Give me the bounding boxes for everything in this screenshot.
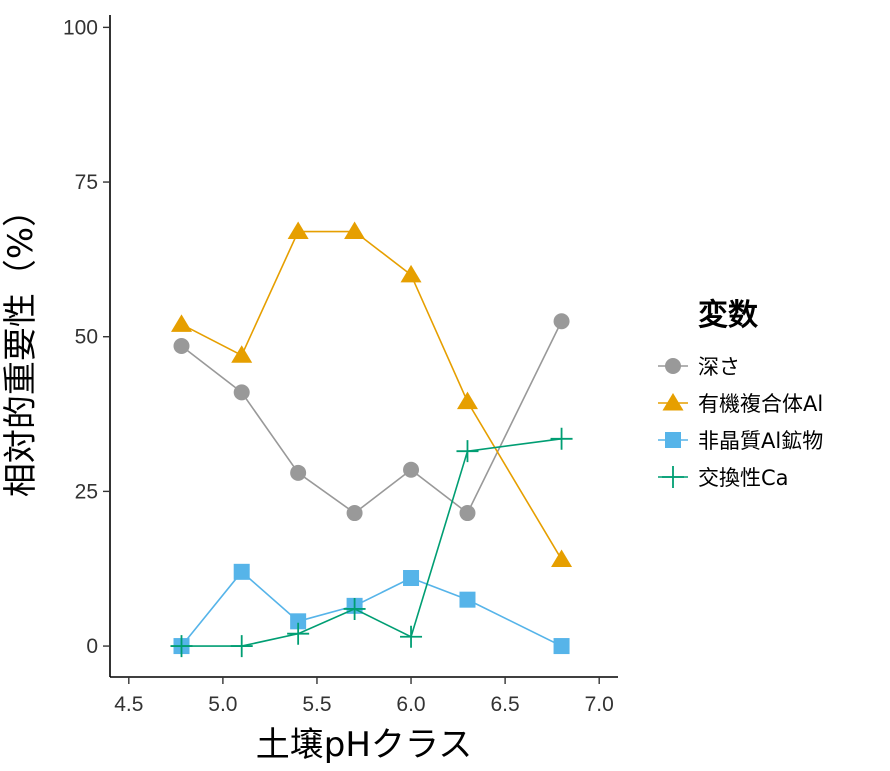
legend-label: 交換性Ca <box>698 466 789 490</box>
data-point <box>400 264 422 283</box>
series-2 <box>170 221 573 567</box>
data-point <box>233 563 250 580</box>
data-point <box>456 391 478 410</box>
series-layer <box>170 221 573 658</box>
x-axis-title: 土壌pHクラス <box>256 725 472 765</box>
legend-key-marker <box>662 466 684 488</box>
y-axis-title: 相対的重要性（%） <box>1 193 41 497</box>
data-point <box>346 505 363 522</box>
data-point <box>231 345 253 363</box>
series-4 <box>170 427 573 658</box>
data-point <box>343 597 366 620</box>
legend-item: 非晶質Al鉱物 <box>658 429 823 453</box>
series-line <box>181 438 562 647</box>
x-axis-ticks: 4.5 5.0 5.5 6.0 6.5 7.0 <box>114 677 614 716</box>
legend-label: 深さ <box>698 355 740 379</box>
y-tick-label: 75 <box>75 171 98 194</box>
series-line <box>181 320 563 515</box>
data-point <box>400 625 423 648</box>
data-point <box>403 570 420 587</box>
data-point <box>550 427 573 450</box>
data-point <box>290 464 307 481</box>
data-point <box>290 613 307 630</box>
x-tick-label: 4.5 <box>114 693 143 716</box>
axes <box>109 15 618 678</box>
data-point <box>551 549 573 567</box>
series-line <box>180 570 562 647</box>
data-point <box>456 440 479 463</box>
y-tick-label: 0 <box>86 635 98 658</box>
x-tick-label: 7.0 <box>585 693 614 716</box>
y-tick-label: 100 <box>63 16 98 39</box>
series-1 <box>173 313 570 522</box>
legend-key-marker <box>665 358 681 374</box>
x-tick-label: 6.0 <box>396 693 425 716</box>
data-point <box>173 338 190 354</box>
data-point <box>459 505 476 522</box>
data-point <box>287 622 310 645</box>
legend-key-marker <box>662 393 684 411</box>
y-axis-ticks: 0 25 50 75 100 <box>63 16 110 658</box>
data-point <box>553 638 570 655</box>
data-point <box>344 221 366 240</box>
data-point <box>403 461 420 478</box>
y-tick-label: 50 <box>75 326 98 349</box>
x-tick-label: 5.0 <box>208 693 237 716</box>
data-point <box>170 314 192 332</box>
legend-label: 非晶質Al鉱物 <box>698 429 823 453</box>
data-point <box>553 313 570 330</box>
legend-item: 有機複合体Al <box>658 392 823 416</box>
legend-label: 有機複合体Al <box>698 392 823 416</box>
y-tick-label: 25 <box>75 480 98 503</box>
data-point <box>459 591 476 608</box>
data-point <box>170 635 193 658</box>
data-point <box>233 384 250 401</box>
x-tick-label: 6.5 <box>491 693 520 716</box>
legend-item: 深さ <box>658 355 740 379</box>
legend-key-marker <box>665 432 681 448</box>
series-3 <box>173 563 570 655</box>
x-tick-label: 5.5 <box>302 693 331 716</box>
data-point <box>287 221 309 240</box>
legend-title: 変数 <box>698 298 759 333</box>
legend-item: 交換性Ca <box>658 466 789 490</box>
data-point <box>230 635 253 658</box>
